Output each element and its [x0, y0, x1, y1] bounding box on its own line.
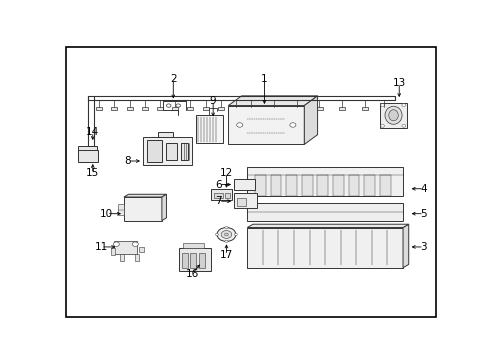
Bar [183, 243, 204, 248]
Text: 1: 1 [261, 74, 268, 84]
Bar [202, 107, 209, 110]
Circle shape [237, 123, 243, 127]
Text: 7: 7 [216, 196, 222, 206]
Circle shape [381, 125, 385, 127]
Bar [118, 204, 124, 215]
Bar [115, 242, 137, 254]
Bar [199, 253, 205, 268]
Polygon shape [124, 194, 167, 197]
Bar [135, 254, 139, 261]
Circle shape [225, 240, 228, 243]
Bar [147, 140, 162, 162]
Ellipse shape [389, 110, 398, 121]
Bar [120, 254, 124, 261]
Bar [126, 107, 133, 110]
Ellipse shape [385, 106, 402, 124]
Bar [270, 175, 281, 195]
Bar [286, 175, 297, 195]
Text: 16: 16 [186, 269, 199, 279]
Text: 17: 17 [220, 250, 233, 260]
Bar [142, 107, 148, 110]
Text: 14: 14 [86, 127, 99, 137]
Bar [139, 247, 144, 252]
Circle shape [132, 242, 138, 246]
Text: 6: 6 [216, 180, 222, 190]
Bar [157, 107, 163, 110]
Circle shape [381, 104, 385, 107]
Bar [143, 138, 192, 165]
Bar [187, 107, 194, 110]
Circle shape [113, 242, 120, 246]
Bar [247, 203, 403, 221]
Bar [111, 248, 115, 255]
Bar [190, 253, 196, 268]
Bar [111, 107, 118, 110]
Bar [237, 198, 246, 206]
Bar [348, 175, 360, 195]
Text: 10: 10 [100, 209, 113, 219]
Bar [78, 146, 98, 157]
Bar [380, 175, 391, 195]
Bar [380, 103, 407, 128]
Bar [318, 175, 328, 195]
Polygon shape [162, 194, 167, 221]
Polygon shape [304, 96, 318, 144]
Circle shape [216, 233, 219, 235]
Circle shape [225, 226, 228, 229]
Bar [224, 193, 230, 198]
Bar [166, 143, 177, 159]
Bar [339, 107, 345, 110]
Text: 12: 12 [220, 168, 233, 179]
Bar [317, 107, 322, 110]
Bar [233, 107, 239, 110]
Bar [172, 107, 178, 110]
Bar [302, 175, 313, 195]
Circle shape [221, 231, 232, 238]
Bar [211, 189, 232, 200]
Polygon shape [403, 224, 409, 268]
Polygon shape [247, 224, 409, 228]
Bar [248, 107, 254, 110]
Text: 13: 13 [392, 78, 406, 89]
Circle shape [224, 233, 228, 236]
Bar [196, 115, 222, 143]
Circle shape [290, 123, 296, 127]
Text: 2: 2 [170, 74, 176, 84]
Circle shape [402, 125, 406, 127]
Bar [179, 248, 211, 271]
Circle shape [402, 104, 406, 107]
Bar [77, 150, 98, 162]
Bar [247, 228, 403, 268]
Bar [124, 197, 162, 221]
Text: 4: 4 [420, 184, 427, 194]
Circle shape [217, 228, 236, 242]
Bar [228, 105, 304, 144]
Text: 15: 15 [86, 168, 99, 179]
Text: 8: 8 [124, 156, 131, 166]
Circle shape [176, 104, 180, 107]
Circle shape [234, 233, 238, 235]
Bar [158, 132, 173, 138]
Text: 9: 9 [210, 96, 217, 107]
Text: 3: 3 [420, 242, 427, 252]
Bar [364, 175, 375, 195]
Text: 5: 5 [420, 209, 427, 219]
Text: 11: 11 [95, 242, 108, 252]
Bar [247, 167, 403, 195]
Bar [218, 107, 224, 110]
Bar [381, 107, 387, 110]
Polygon shape [228, 96, 318, 105]
Bar [255, 175, 266, 195]
Bar [271, 107, 277, 110]
Bar [234, 179, 255, 190]
Bar [294, 107, 300, 110]
Bar [234, 193, 257, 208]
Circle shape [167, 104, 171, 107]
Bar [214, 193, 223, 198]
Bar [96, 107, 102, 110]
Bar [362, 107, 368, 110]
Bar [181, 143, 189, 159]
Bar [182, 253, 188, 268]
Bar [333, 175, 344, 195]
